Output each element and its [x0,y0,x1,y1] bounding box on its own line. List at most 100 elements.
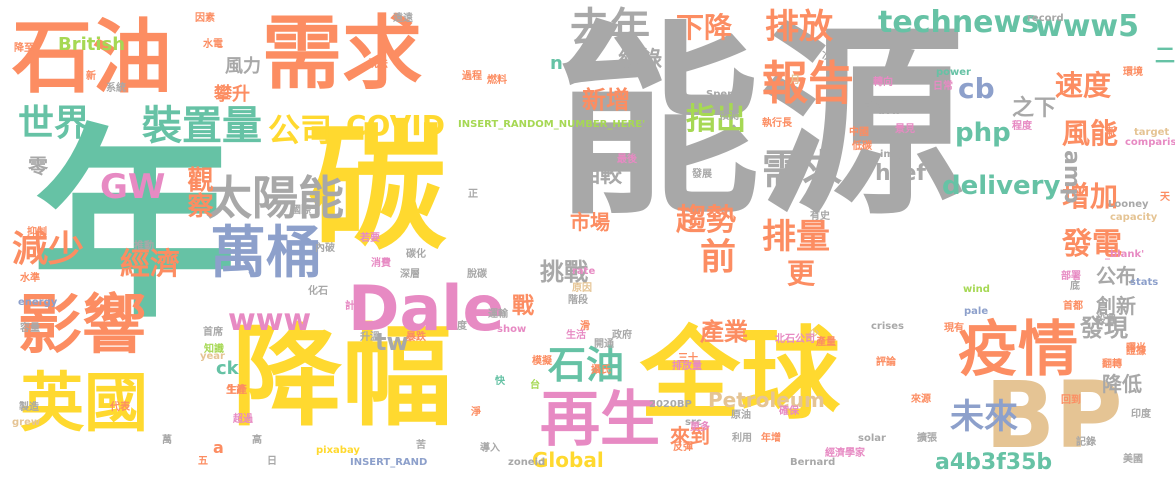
usa-word: 美國 [1123,454,1143,465]
transport-word: 運輸 [488,309,508,320]
rebound-word: 反彈 [673,442,693,453]
yearrate-word: 年增 [761,433,781,444]
manufacture-word: 製造 [19,402,39,413]
record-word: 紀錄 [618,48,663,73]
capital-word: 首都 [1063,301,1083,312]
more2-word: 更多 [690,422,710,433]
observe-word: 觀察 [183,166,213,218]
policy-word: 政府 [612,330,632,341]
month-word: 月 [790,75,800,86]
fossil-word: 化石 [308,286,328,297]
base-word: 底 [1070,281,1080,292]
market-word: 市場 [570,210,610,234]
volume-word: 容量 [20,323,40,334]
pale-word: pale [964,306,989,317]
impact-word: 影響 [18,289,146,363]
net-word: 淨 [471,407,481,418]
expand-word: 擴張 [917,433,937,444]
future-word: 未來 [950,397,1018,437]
represent-word: 代表 [110,402,130,413]
climb-word: 攀升 [214,84,250,105]
thirty-word: 三十 [678,353,698,364]
inside-word: 內破 [315,243,335,254]
decarbon-word: 脫碳 [467,269,487,280]
gw-word: GW [100,167,166,207]
speed-word: 速度 [1055,69,1112,102]
power-word: power [936,67,971,78]
reduce-word: 減少 [12,229,85,270]
more-word: 更 [787,257,816,290]
head-word: 首席 [203,327,223,338]
uk-word: 英國 [20,367,148,441]
petroleum-word: Petroleum [708,388,825,412]
cb-word: cb [958,72,995,105]
hash-word: a4b3f35b [935,450,1053,475]
pixabay-word: pixabay [316,445,360,456]
continue-word: 遠遠 [393,13,413,24]
power-gen-word: 發電 [1062,227,1122,262]
tw-word: tw [375,328,409,356]
crises-word: crises [871,321,904,332]
war-word: 戰 [512,294,535,319]
system-word: 系統 [106,83,126,94]
technews-word: technews [878,5,1040,40]
insert-rand-word: INSERT_RAND [350,457,428,468]
blank-word: _blank' [1105,249,1145,260]
challenge-word: 挑戰 [540,258,588,286]
sure-word: 確保 [779,406,799,417]
ticket-word: 證據 [1126,346,1146,357]
world-word: 世界 [18,103,91,144]
history-word: 有史 [810,211,830,222]
under-word: 之下 [1012,96,1057,121]
model-word: 模擬 [532,356,552,367]
exec-word: 執行長 [762,118,792,129]
tenthousand-word: 萬 [162,435,172,446]
country-word: 國際 [291,205,311,216]
daily-word: 日常 [933,81,953,92]
wind-power-word: 風力 [225,56,261,77]
report-word: 報告 [762,56,854,110]
capacity-word: 裝置量 [142,103,262,149]
covid-word: COVID [346,109,445,142]
gamma-word: 開通 [594,339,614,350]
oil2-word: 石油 [548,343,625,387]
fall-to-word: 降至 [14,43,34,54]
zoneid-word: zoneid [508,457,546,468]
release-word: 發展 [692,169,712,180]
most-word: 最後 [617,154,637,165]
amp-word: amp [1059,150,1084,204]
dawn-word: 曙光 [1126,343,1146,354]
show-word: show [497,324,527,335]
demand-word: 需求 [262,7,422,100]
some-word: 若要 [360,233,380,244]
five-word: 五 [198,456,208,467]
tenyear-word: 翻轉 [1102,359,1122,370]
industry-word: 產業 [700,318,748,346]
wind-energy-word: 風能 [1062,117,1119,150]
emission-volume-word: 排放量 [672,361,702,372]
back-word: 背後 [862,99,882,110]
degree-word: 程度 [1012,121,1032,132]
before-word: 前 [700,237,737,278]
new-word: 新 [86,71,96,82]
img-word: img [880,149,902,160]
knowledge-word: 知識 [204,344,224,355]
dot-word: 正 [468,189,478,200]
demand2-word: 需求 [762,147,842,193]
rate-word: rate [572,266,596,277]
global-en-word: Global [532,448,604,472]
heaven-word: 天 [1160,192,1170,203]
www-word: www [228,303,312,338]
evaluate-word: 評論 [876,357,896,368]
stand-word: 台 [530,380,540,391]
now-word: 現有 [944,323,964,334]
spencer-word: Spencer [706,89,752,100]
php-word: php [955,118,1011,148]
lowcarbon-word: 低碳 [852,141,872,152]
ck-word: ck [216,358,239,379]
times-word: 次 [822,51,832,62]
scene-word: 景見 [895,124,915,135]
use-word: 用於 [621,64,641,75]
env-word: 環境 [1123,67,1143,78]
